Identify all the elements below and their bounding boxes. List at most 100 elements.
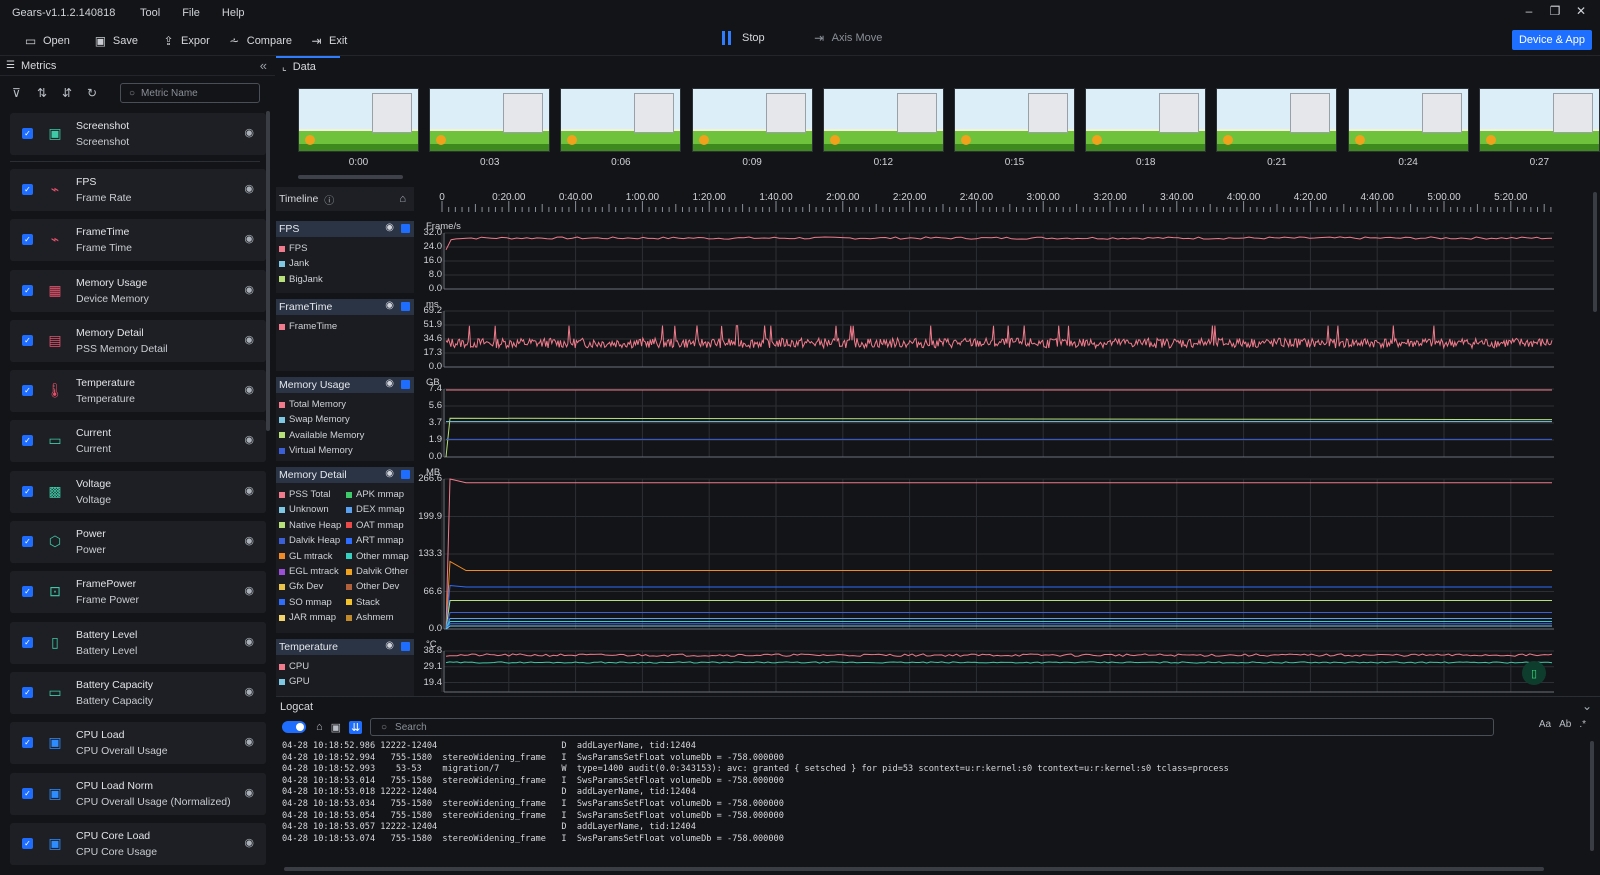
- legend-item[interactable]: PSS Total: [279, 489, 331, 500]
- eye-icon[interactable]: ◉: [244, 127, 254, 139]
- eye-icon[interactable]: ◉: [244, 836, 254, 849]
- save-button[interactable]: ▣ Save: [94, 34, 138, 48]
- eye-icon[interactable]: ◉: [244, 384, 254, 397]
- legend-item[interactable]: OAT mmap: [346, 520, 404, 531]
- metric-item[interactable]: ✓ ⌁ FPS Frame Rate ◉: [10, 169, 266, 211]
- chart-checkbox[interactable]: [401, 380, 410, 389]
- legend-item[interactable]: Dalvik Other: [346, 566, 408, 577]
- screenshot-thumbnail[interactable]: [298, 88, 419, 152]
- metric-checkbox[interactable]: ✓: [22, 636, 33, 648]
- save-log-icon[interactable]: ▣: [330, 721, 342, 734]
- logcat-horizontal-scrollbar[interactable]: [284, 867, 1544, 871]
- chart-plot[interactable]: °C 38.8 29.1 19.4: [418, 639, 1558, 696]
- timeline-axis[interactable]: 0 0:20.00 0:40.00 1:00.00 1:20.00 1:40.00 2:00…: [418, 187, 1558, 213]
- metric-item[interactable]: ✓ ▩ Voltage Voltage ◉: [10, 470, 266, 513]
- eye-icon[interactable]: ◉: [244, 786, 254, 799]
- stop-button[interactable]: Stop: [722, 31, 765, 45]
- legend-item[interactable]: Available Memory: [279, 430, 364, 441]
- legend-item[interactable]: JAR mmap: [279, 612, 336, 623]
- metric-checkbox[interactable]: ✓: [22, 284, 33, 296]
- metric-item[interactable]: ✓ ▭ Battery Capacity Battery Capacity ◉: [10, 671, 266, 714]
- eye-icon[interactable]: ◉: [244, 736, 254, 749]
- screenshot-thumbnail[interactable]: [560, 88, 682, 152]
- charts-scrollbar[interactable]: [1593, 192, 1597, 312]
- metric-item[interactable]: ✓ ▭ Current Current ◉: [10, 420, 266, 463]
- metric-checkbox[interactable]: ✓: [22, 385, 33, 397]
- legend-item[interactable]: Stack: [346, 597, 380, 608]
- eye-icon[interactable]: ◉: [244, 535, 254, 548]
- axis-move-button[interactable]: ⇥ Axis Move: [813, 31, 882, 45]
- metric-checkbox[interactable]: ✓: [22, 837, 33, 849]
- eye-icon[interactable]: ◉: [244, 183, 254, 195]
- logcat-scrollbar[interactable]: [1590, 741, 1594, 851]
- minimize-icon[interactable]: –: [1525, 4, 1533, 18]
- chart-checkbox[interactable]: [401, 470, 410, 479]
- metric-item[interactable]: ✓ ⬡ Power Power ◉: [10, 521, 266, 564]
- screenshot-scrollbar[interactable]: [298, 175, 403, 179]
- legend-item[interactable]: Total Memory: [279, 399, 346, 410]
- metric-checkbox[interactable]: ✓: [22, 787, 33, 799]
- legend-item[interactable]: Jank: [279, 258, 309, 269]
- eye-icon[interactable]: ◉: [244, 635, 254, 648]
- chart-checkbox[interactable]: [401, 302, 410, 311]
- legend-item[interactable]: DEX mmap: [346, 504, 405, 515]
- eye-icon[interactable]: ◉: [385, 640, 394, 651]
- eye-icon[interactable]: ◉: [385, 468, 394, 479]
- metric-checkbox[interactable]: ✓: [22, 737, 33, 749]
- metric-checkbox[interactable]: ✓: [22, 334, 33, 346]
- eye-icon[interactable]: ◉: [385, 300, 394, 311]
- eye-icon[interactable]: ◉: [244, 434, 254, 447]
- chart-plot[interactable]: Frame/s 32.0 24.0 16.0 8.0 0.0: [418, 221, 1558, 294]
- metric-checkbox[interactable]: ✓: [22, 128, 33, 139]
- eye-icon[interactable]: ◉: [244, 283, 254, 296]
- legend-item[interactable]: Swap Memory: [279, 414, 350, 425]
- metric-checkbox[interactable]: ✓: [22, 435, 33, 447]
- phone-icon[interactable]: ▯: [1522, 661, 1546, 685]
- legend-item[interactable]: Gfx Dev: [279, 581, 323, 592]
- eye-icon[interactable]: ◉: [385, 222, 394, 233]
- open-button[interactable]: ▭ Open: [24, 34, 70, 48]
- legend-item[interactable]: Native Heap: [279, 520, 341, 531]
- screenshot-thumbnail[interactable]: [1216, 88, 1338, 152]
- eye-icon[interactable]: ◉: [244, 333, 254, 346]
- screenshot-thumbnail[interactable]: [1478, 88, 1600, 152]
- screenshot-thumbnail[interactable]: [954, 88, 1075, 152]
- metric-item[interactable]: ✓ ▯ Battery Level Battery Level ◉: [10, 621, 266, 664]
- eye-icon[interactable]: ◉: [244, 484, 254, 497]
- metric-checkbox[interactable]: ✓: [22, 536, 33, 548]
- screenshot-thumbnail[interactable]: [429, 88, 551, 152]
- legend-item[interactable]: Unknown: [279, 504, 329, 515]
- metric-checkbox[interactable]: ✓: [22, 686, 33, 698]
- metric-item[interactable]: ✓ ⊡ FramePower Frame Power ◉: [10, 571, 266, 614]
- chart-checkbox[interactable]: [401, 642, 410, 651]
- legend-item[interactable]: Virtual Memory: [279, 445, 353, 456]
- chevron-down-icon[interactable]: ⌄: [1581, 699, 1592, 713]
- legend-item[interactable]: Other Dev: [346, 581, 399, 592]
- chart-plot[interactable]: ms 69.2 51.9 34.6 17.3 0.0: [418, 299, 1558, 372]
- legend-item[interactable]: ART mmap: [346, 535, 404, 546]
- menu-help[interactable]: Help: [221, 7, 245, 19]
- metric-search-input[interactable]: ○ Metric Name: [120, 83, 260, 103]
- metric-checkbox[interactable]: ✓: [22, 485, 33, 497]
- legend-item[interactable]: EGL mtrack: [279, 566, 339, 577]
- legend-item[interactable]: Dalvik Heap: [279, 535, 340, 546]
- metric-item[interactable]: ✓ ▣ CPU Load CPU Overall Usage ◉: [10, 722, 266, 765]
- screenshot-thumbnail[interactable]: [822, 88, 944, 152]
- legend-item[interactable]: CPU: [279, 661, 309, 672]
- logcat-search-input[interactable]: ○ Search: [370, 718, 1494, 736]
- close-icon[interactable]: ✕: [1575, 4, 1587, 18]
- clear-icon[interactable]: ⌂: [316, 721, 323, 733]
- sort-descending-icon[interactable]: ⇵: [62, 86, 73, 100]
- info-icon[interactable]: ⓘ: [324, 195, 335, 207]
- regex-icon[interactable]: .*: [1579, 719, 1586, 730]
- chart-checkbox[interactable]: [401, 224, 410, 233]
- device-app-button[interactable]: Device & App: [1511, 30, 1592, 50]
- screenshot-thumbnail[interactable]: [1347, 88, 1469, 152]
- metrics-scrollbar[interactable]: [266, 111, 270, 431]
- menu-file[interactable]: File: [182, 7, 200, 19]
- whole-word-icon[interactable]: Ab: [1559, 719, 1572, 730]
- collapse-icon[interactable]: «: [259, 58, 267, 73]
- eye-icon[interactable]: ◉: [385, 378, 394, 389]
- metric-item[interactable]: ✓ ▤ Memory Detail PSS Memory Detail ◉: [10, 319, 266, 362]
- chart-plot[interactable]: MB 266.6 199.9 133.3 66.6 0.0: [418, 467, 1558, 634]
